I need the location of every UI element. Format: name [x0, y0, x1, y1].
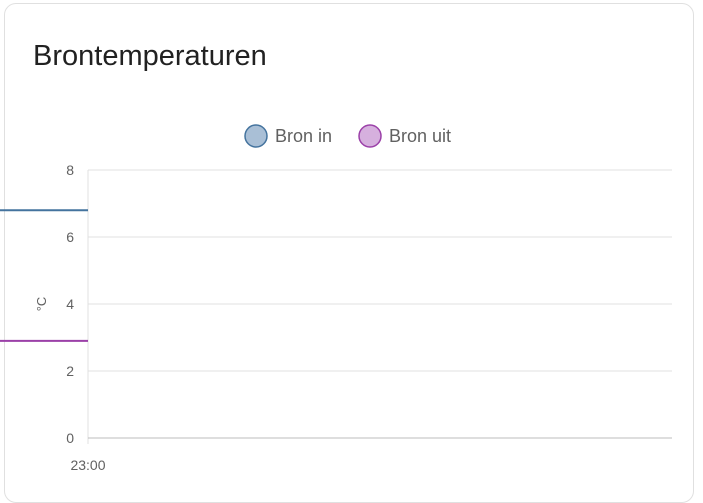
y-axis-title: °C: [34, 297, 49, 312]
x-tick-label: 23:00: [70, 457, 105, 473]
legend-label-1: Bron uit: [389, 126, 451, 146]
legend-item-1[interactable]: Bron uit: [358, 124, 451, 148]
legend-swatch-1: [358, 124, 382, 148]
y-tick-label: 8: [66, 162, 74, 178]
series-layer: [0, 209, 88, 342]
legend[interactable]: Bron in Bron uit: [244, 124, 451, 148]
legend-swatch-0: [244, 124, 268, 148]
card-title: Brontemperaturen: [33, 40, 267, 72]
legend-label-0: Bron in: [275, 126, 332, 146]
chart-card: Brontemperaturen: [4, 3, 694, 503]
y-tick-label: 4: [66, 296, 74, 312]
series-line-0: [0, 209, 88, 212]
y-tick-label: 6: [66, 229, 74, 245]
y-tick-label: 2: [66, 363, 74, 379]
legend-item-0[interactable]: Bron in: [244, 124, 332, 148]
y-tick-label: 0: [66, 430, 74, 446]
grid-layer: [87, 169, 672, 444]
